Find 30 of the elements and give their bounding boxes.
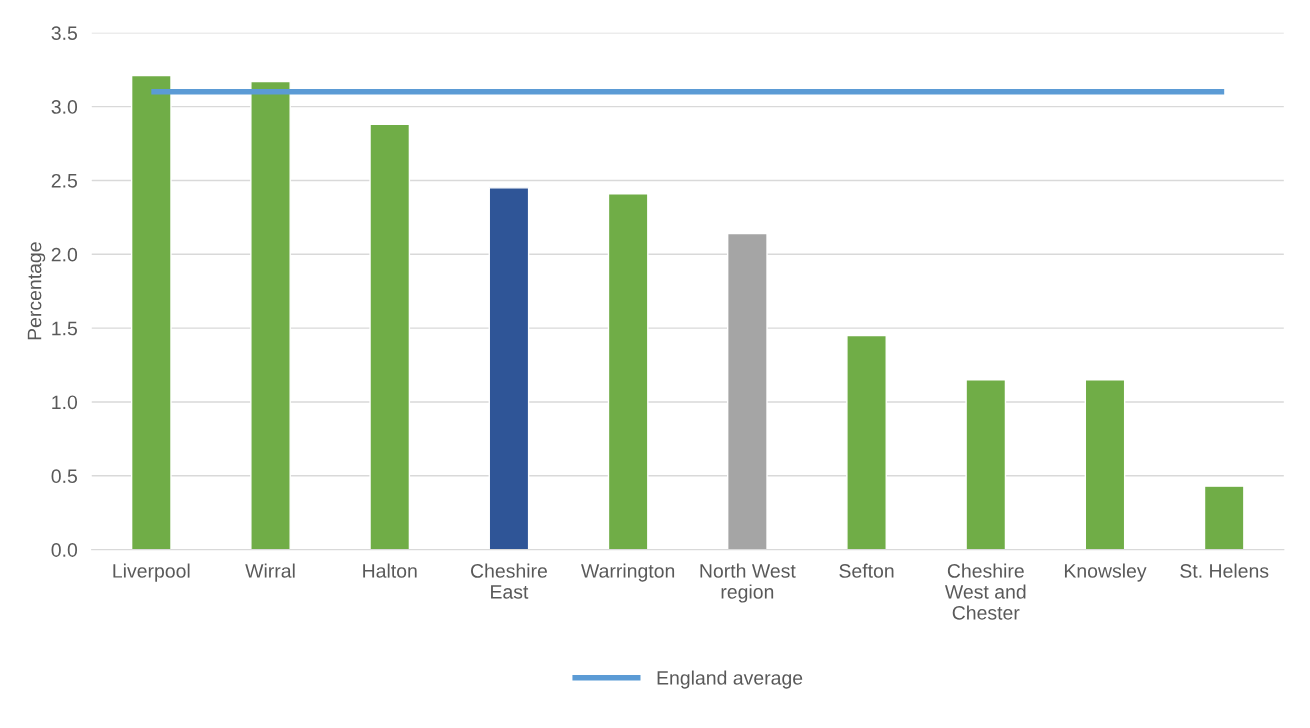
- x-tick-label: Halton: [363, 563, 417, 578]
- x-tick-label: St. Helens: [1180, 563, 1269, 578]
- bar: [607, 193, 649, 550]
- bar: [846, 334, 887, 550]
- bar: [1084, 379, 1126, 550]
- y-tick-label: 1.0: [52, 395, 78, 410]
- y-tick-label: 2.5: [51, 173, 77, 188]
- y-tick-label: 1.5: [52, 321, 77, 336]
- y-tick-label: 2.0: [51, 247, 78, 262]
- x-tick-label: Sefton: [839, 563, 894, 578]
- bar: [726, 232, 768, 550]
- legend-label: England average: [657, 670, 803, 689]
- bar: [369, 123, 411, 550]
- x-tick-label: Warrington: [581, 563, 675, 582]
- y-tick-label: 0.5: [51, 469, 77, 484]
- y-tick-label: 3.0: [51, 100, 78, 114]
- bar: [1203, 485, 1245, 550]
- x-tick-label: Knowsley: [1064, 563, 1147, 582]
- y-tick-label: 0.0: [51, 543, 78, 557]
- x-tick-label: North West region: [700, 563, 796, 603]
- bar: [965, 379, 1007, 550]
- x-tick-label: Wirral: [245, 563, 295, 578]
- bar: [130, 74, 172, 550]
- x-tick-label: Liverpool: [113, 563, 190, 582]
- x-tick-label: Cheshire East: [471, 563, 547, 599]
- bar: [250, 80, 291, 550]
- y-tick-label: 3.5: [51, 26, 77, 40]
- y-axis-title: Percentage: [27, 242, 46, 340]
- x-tick-label: Cheshire West and Chester: [944, 563, 1026, 620]
- bar: [488, 187, 530, 550]
